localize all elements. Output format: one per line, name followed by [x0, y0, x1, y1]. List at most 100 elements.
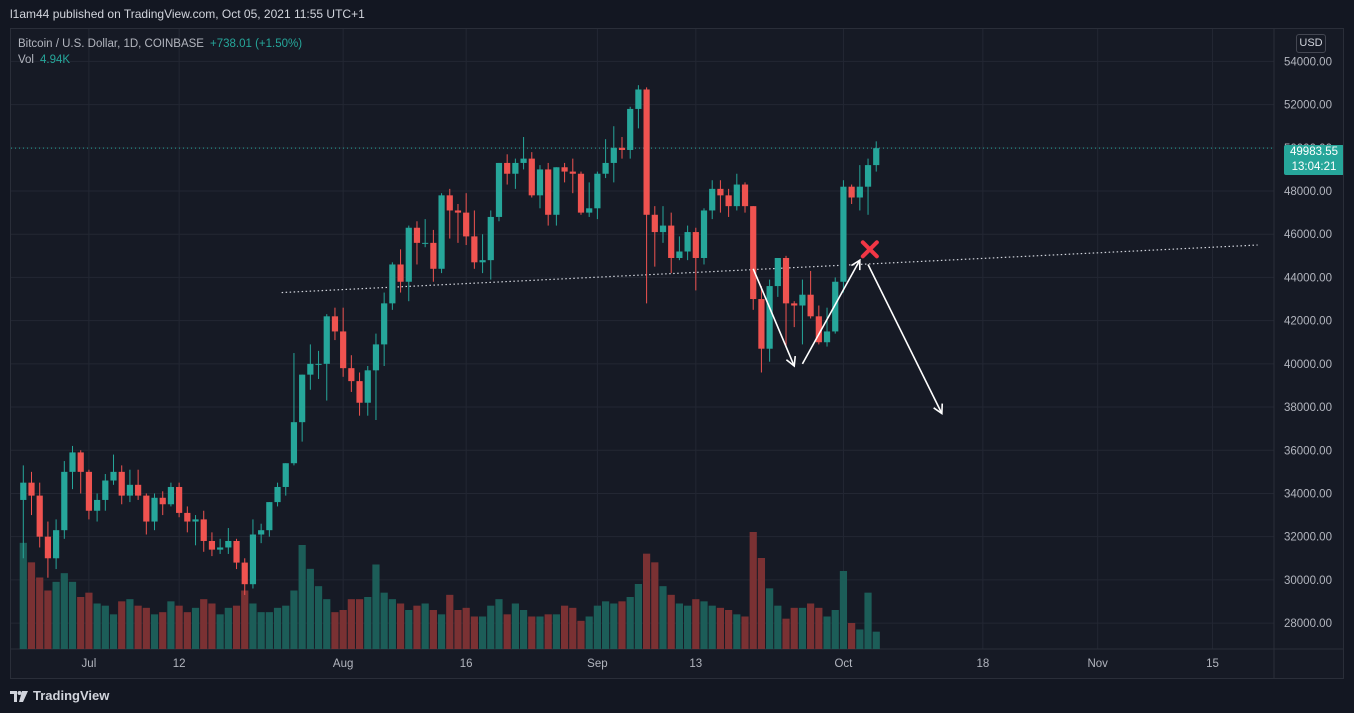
candle — [512, 158, 519, 189]
candle-body — [233, 540, 240, 563]
cross-mark-icon — [860, 240, 879, 259]
candle — [102, 474, 109, 511]
volume-bar — [85, 592, 93, 649]
candle — [167, 482, 175, 507]
volume-bar — [109, 614, 118, 649]
candle-body — [208, 540, 216, 550]
candle-body — [389, 264, 396, 304]
volume-bar — [52, 581, 60, 649]
candle-body — [864, 165, 872, 187]
candle — [692, 227, 699, 291]
volume-bar — [675, 603, 684, 649]
volume-bar — [134, 605, 142, 649]
candle — [635, 85, 642, 129]
candle — [307, 344, 314, 390]
arrow-shaft — [752, 268, 795, 367]
volume-bar — [405, 610, 413, 649]
volume-bar — [544, 614, 552, 649]
volume-bar — [569, 607, 577, 649]
volume-bar — [388, 599, 396, 649]
candle-body — [217, 547, 224, 550]
y-tick-label: 54000.00 — [1284, 56, 1332, 68]
candle-body — [602, 162, 609, 174]
candle-body — [356, 381, 363, 403]
candle-body — [479, 260, 486, 263]
currency-button[interactable]: USD — [1296, 34, 1326, 53]
candle — [856, 165, 863, 211]
volume-bar — [511, 603, 519, 649]
legend-volume-row: Vol 4.94K — [18, 52, 302, 68]
volume-bar — [364, 597, 372, 649]
cross-stroke — [860, 240, 879, 259]
volume-bar — [560, 605, 569, 649]
candle — [397, 249, 404, 293]
candle-body — [594, 173, 601, 209]
candle-body — [709, 188, 716, 211]
volume-bar — [774, 605, 782, 649]
candle-body — [692, 232, 699, 258]
candlestick-chart[interactable]: 54000.0052000.0050000.0048000.0046000.00… — [11, 29, 1344, 679]
candle — [774, 257, 781, 297]
candle-body — [290, 422, 298, 464]
arrow — [801, 258, 861, 365]
candle — [389, 262, 396, 310]
candle — [561, 162, 568, 183]
chart-panel[interactable]: 54000.0052000.0050000.0048000.0046000.00… — [10, 28, 1344, 679]
candle — [110, 454, 117, 485]
candle-body — [249, 534, 257, 585]
volume-bar — [692, 599, 700, 649]
volume-bar — [782, 618, 790, 649]
candle-body — [143, 495, 150, 522]
volume-bar — [749, 532, 757, 649]
candle-body — [512, 162, 519, 174]
candle-body — [791, 303, 798, 306]
volume-bar — [175, 605, 183, 649]
candle-body — [586, 208, 593, 213]
candle-body — [315, 363, 322, 365]
candle — [20, 465, 27, 559]
candle — [823, 307, 831, 347]
candle-body — [77, 452, 84, 472]
footer-brand-label: TradingView — [33, 688, 110, 703]
volume-bar — [306, 568, 314, 649]
y-tick-label: 32000.00 — [1284, 532, 1332, 544]
candle — [126, 469, 134, 503]
volume-bar — [864, 592, 872, 649]
last-price-tag: 49983.55 13:04:21 — [1284, 145, 1343, 175]
candle-body — [176, 486, 183, 513]
candle — [413, 221, 421, 265]
y-tick-label: 48000.00 — [1284, 186, 1332, 198]
volume-bar — [601, 601, 610, 649]
candle-body — [61, 471, 68, 531]
candle-body — [635, 89, 642, 109]
volume-label[interactable]: Vol — [18, 54, 34, 66]
candle-body — [684, 232, 691, 252]
symbol-label[interactable]: Bitcoin / U.S. Dollar, 1D, COINBASE — [18, 38, 204, 50]
candle-body — [815, 316, 822, 343]
candle — [159, 491, 166, 516]
volume-bar — [487, 605, 495, 649]
candle-body — [676, 251, 683, 258]
candle-body — [643, 89, 650, 215]
volume-bar — [241, 590, 249, 649]
bar-countdown: 13:04:21 — [1291, 161, 1337, 173]
candle — [258, 523, 265, 544]
candle-body — [823, 331, 831, 343]
candle-body — [799, 294, 806, 306]
candle — [348, 355, 355, 392]
candle — [733, 173, 740, 211]
candle-body — [225, 540, 232, 548]
volume-bar — [380, 592, 388, 649]
candle-body — [487, 216, 494, 261]
x-tick-label: 16 — [460, 658, 473, 670]
candle-body — [520, 158, 527, 163]
candle-body — [397, 264, 404, 282]
candle-body — [741, 184, 749, 207]
volume-bar — [528, 616, 536, 649]
candle-body — [848, 186, 855, 198]
volume-bar — [191, 607, 200, 649]
candle — [553, 167, 560, 226]
volume-bar — [118, 601, 126, 649]
volume-bar — [618, 601, 626, 649]
volume-bar — [372, 564, 380, 649]
